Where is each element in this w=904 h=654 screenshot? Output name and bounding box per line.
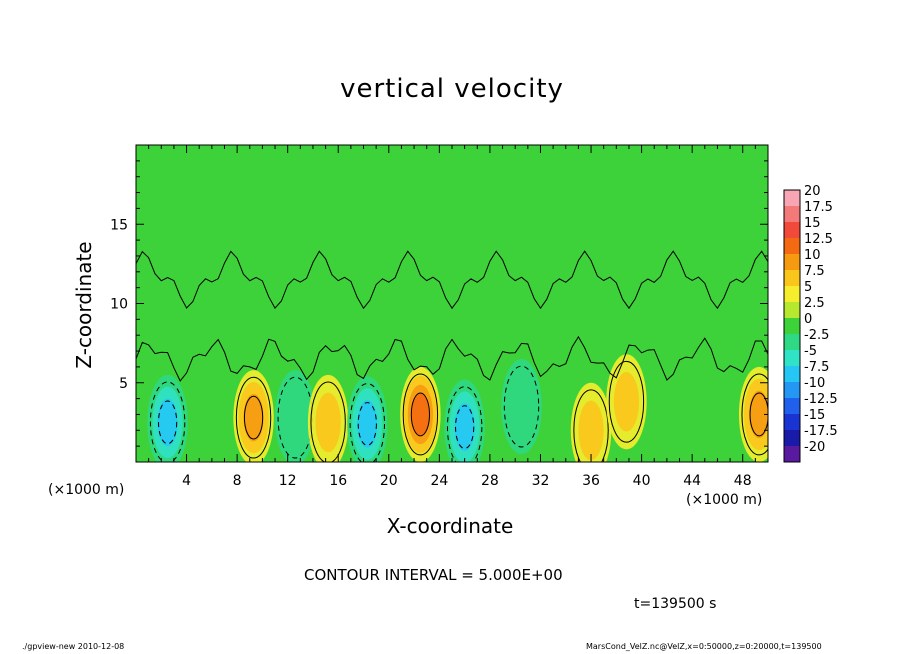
colorbar-label: 17.5 bbox=[804, 200, 833, 215]
cell-10-contour bbox=[741, 373, 768, 456]
cell-5-level-3 bbox=[411, 393, 430, 436]
zero-contour-lower bbox=[136, 335, 768, 382]
x-tick-label: 48 bbox=[734, 473, 752, 489]
x-unit-label-left: (×1000 m) bbox=[48, 482, 125, 498]
footer-right: MarsCond_VelZ.nc@VelZ,x=0:50000,z=0:2000… bbox=[586, 642, 822, 651]
colorbar-band bbox=[784, 286, 800, 302]
colorbar: 2017.51512.5107.552.50-2.5-5-7.5-10-12.5… bbox=[783, 184, 838, 463]
cell-7-contour bbox=[503, 365, 540, 448]
colorbar-label: -15 bbox=[804, 408, 825, 423]
colorbar-band bbox=[784, 206, 800, 222]
chart-title: vertical velocity bbox=[340, 74, 564, 104]
cell-6-inner-contour bbox=[455, 405, 475, 450]
x-tick-label: 32 bbox=[532, 473, 550, 489]
x-tick-label: 28 bbox=[481, 473, 499, 489]
colorbar-band bbox=[784, 190, 800, 206]
x-tick-label: 12 bbox=[279, 473, 297, 489]
colorbar-label: 2.5 bbox=[804, 296, 825, 311]
colorbar-band bbox=[784, 350, 800, 366]
cell-0-contour bbox=[149, 381, 186, 462]
colorbar-label: -17.5 bbox=[804, 424, 838, 439]
colorbar-band bbox=[784, 398, 800, 414]
cell-7-level-0 bbox=[501, 358, 542, 455]
colorbar-frame bbox=[783, 189, 801, 463]
colorbar-band bbox=[784, 254, 800, 270]
zero-contour-upper bbox=[136, 250, 768, 310]
colorbar-label: 7.5 bbox=[804, 264, 825, 279]
x-tick-label: 8 bbox=[233, 473, 242, 489]
cell-8-level-1 bbox=[578, 400, 604, 461]
colorbar-label: 15 bbox=[804, 216, 821, 231]
footer-left: ./gpview-new 2010-12-08 bbox=[22, 642, 125, 651]
cell-4-contour bbox=[349, 383, 385, 462]
x-tick-label: 36 bbox=[582, 473, 600, 489]
colorbar-label: -12.5 bbox=[804, 392, 838, 407]
colorbar-label: -2.5 bbox=[804, 328, 829, 343]
colorbar-label: -20 bbox=[804, 440, 825, 455]
cell-10-level-2 bbox=[749, 390, 768, 439]
x-tick-label: 16 bbox=[329, 473, 347, 489]
y-tick-label: 5 bbox=[119, 376, 128, 392]
cell-1-level-2 bbox=[243, 393, 264, 442]
cell-0-inner-contour bbox=[157, 400, 178, 445]
x-tick-label: 4 bbox=[182, 473, 191, 489]
cell-9-contour bbox=[608, 360, 645, 443]
colorbar-band bbox=[784, 302, 800, 318]
colorbar-band bbox=[784, 238, 800, 254]
cell-8-contour bbox=[573, 389, 609, 462]
colorbar-label: -7.5 bbox=[804, 360, 829, 375]
cell-10-inner-contour bbox=[749, 392, 768, 437]
y-tick-label: 10 bbox=[110, 297, 128, 313]
colorbar-label: 0 bbox=[804, 312, 812, 327]
cells-group bbox=[147, 354, 768, 462]
cell-3-level-1 bbox=[315, 392, 341, 453]
cell-0-level-2 bbox=[157, 398, 178, 447]
cell-3-contour bbox=[310, 381, 346, 462]
colorbar-label: 10 bbox=[804, 248, 821, 263]
cell-1-inner-contour bbox=[243, 395, 264, 440]
colorbar-label: -5 bbox=[804, 344, 817, 359]
colorbar-band bbox=[784, 366, 800, 382]
y-tick-label: 15 bbox=[110, 217, 128, 233]
colorbar-band bbox=[784, 334, 800, 350]
colorbar-label: 12.5 bbox=[804, 232, 833, 247]
cell-6-level-2 bbox=[454, 403, 475, 451]
cell-5-inner-contour bbox=[410, 392, 431, 437]
contour-interval-label: CONTOUR INTERVAL = 5.000E+00 bbox=[304, 566, 563, 584]
colorbar-band bbox=[784, 430, 800, 446]
colorbar-band bbox=[784, 270, 800, 286]
x-tick-label: 20 bbox=[380, 473, 398, 489]
x-tick-label: 40 bbox=[633, 473, 651, 489]
cell-5-contour bbox=[402, 373, 439, 456]
cell-6-contour bbox=[446, 386, 483, 462]
x-axis-label: X-coordinate bbox=[386, 514, 514, 538]
colorbar-band bbox=[784, 414, 800, 430]
x-tick-label: 44 bbox=[683, 473, 701, 489]
y-axis-label: Z-coordinate bbox=[72, 241, 96, 369]
colorbar-label: 20 bbox=[804, 184, 821, 199]
x-unit-label-right: (×1000 m) bbox=[686, 492, 763, 508]
cell-4-inner-contour bbox=[357, 402, 377, 446]
cell-1-contour bbox=[235, 376, 272, 459]
field-group bbox=[136, 145, 768, 462]
colorbar-band bbox=[784, 318, 800, 334]
colorbar-band bbox=[784, 382, 800, 398]
colorbar-label: -10 bbox=[804, 376, 825, 391]
cell-2-level-0 bbox=[275, 370, 316, 462]
plot-area bbox=[136, 145, 768, 462]
x-tick-label: 24 bbox=[430, 473, 448, 489]
cell-9-level-1 bbox=[613, 372, 640, 432]
colorbar-band bbox=[784, 222, 800, 238]
colorbar-label: 5 bbox=[804, 280, 812, 295]
time-label: t=139500 s bbox=[634, 596, 717, 612]
colorbar-band bbox=[784, 446, 800, 462]
cell-4-level-2 bbox=[357, 400, 378, 448]
